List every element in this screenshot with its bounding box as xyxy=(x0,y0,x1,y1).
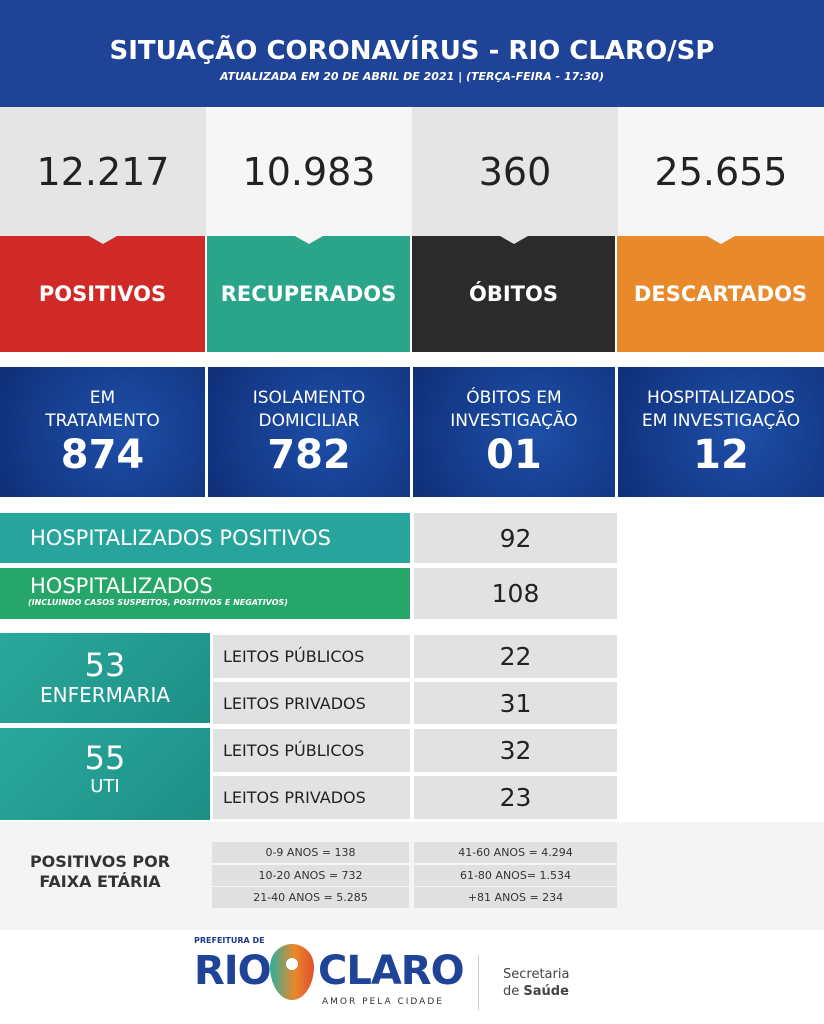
logo-claro: CLARO xyxy=(318,948,465,994)
tile-value: 874 xyxy=(60,432,145,478)
recuperados-label: RECUPERADOS xyxy=(207,236,410,352)
tile-value: 01 xyxy=(486,432,542,478)
descartados-label: DESCARTADOS xyxy=(617,236,824,352)
tile-label: EM xyxy=(89,388,116,408)
tile-em-tratamento: EM TRATAMENTO 874 xyxy=(0,367,205,497)
age-section xyxy=(0,822,824,930)
tile-label: TRATAMENTO xyxy=(45,411,160,431)
tile-isolamento: ISOLAMENTO DOMICILIAR 782 xyxy=(208,367,410,497)
update-subtitle: ATUALIZADA EM 20 DE ABRIL DE 2021 | (TER… xyxy=(220,70,604,83)
age-item: 61-80 ANOS= 1.534 xyxy=(414,865,617,886)
tile-label: EM INVESTIGAÇÃO xyxy=(641,411,801,431)
logo-rio: RIO xyxy=(194,948,272,994)
age-item: 21-40 ANOS = 5.285 xyxy=(212,887,409,908)
age-title-line: POSITIVOS POR xyxy=(29,852,171,871)
page-title: SITUAÇÃO CORONAVÍRUS - RIO CLARO/SP xyxy=(109,36,715,66)
enf-publicos-label: LEITOS PÚBLICOS xyxy=(213,635,410,678)
age-title: POSITIVOS POR FAIXA ETÁRIA xyxy=(10,852,190,892)
secretaria-text: Secretaria de Saúde xyxy=(503,966,569,1000)
tile-obitos-investigacao: ÓBITOS EM INVESTIGAÇÃO 01 xyxy=(413,367,615,497)
tile-value: 782 xyxy=(267,432,351,478)
obitos-value: 360 xyxy=(412,107,618,236)
enfermaria-label: ENFERMARIA xyxy=(39,683,171,707)
descartados-value: 25.655 xyxy=(618,107,824,236)
saude-text: Saúde xyxy=(523,984,569,999)
hosp-value: 108 xyxy=(414,568,617,619)
logo-prefeitura: PREFEITURA DE xyxy=(194,936,265,945)
hosp-positivos-value: 92 xyxy=(414,513,617,563)
tile-hospitalizados-investigacao: HOSPITALIZADOS EM INVESTIGAÇÃO 12 xyxy=(618,367,824,497)
enf-privados-value: 31 xyxy=(414,682,617,724)
uti-publicos-value: 32 xyxy=(414,729,617,772)
de-text: de xyxy=(503,984,520,999)
header: SITUAÇÃO CORONAVÍRUS - RIO CLARO/SP ATUA… xyxy=(0,0,824,107)
tile-label: ÓBITOS EM xyxy=(466,388,562,408)
uti-privados-value: 23 xyxy=(414,776,617,819)
positivos-label: POSITIVOS xyxy=(0,236,205,352)
pointer-icon xyxy=(295,236,323,244)
enf-publicos-value: 22 xyxy=(414,635,617,678)
age-item: 41-60 ANOS = 4.294 xyxy=(414,842,617,863)
uti-label: UTI xyxy=(90,776,120,797)
obitos-label: ÓBITOS xyxy=(412,236,615,352)
enfermaria-value: 53 xyxy=(84,646,126,684)
hosp-label: HOSPITALIZADOS xyxy=(30,574,213,598)
logo-slogan: AMOR PELA CIDADE xyxy=(322,997,444,1007)
pointer-icon xyxy=(707,236,735,244)
age-item: 0-9 ANOS = 138 xyxy=(212,842,409,863)
pointer-icon xyxy=(500,236,528,244)
enfermaria-block: 53 ENFERMARIA xyxy=(0,633,210,723)
uti-publicos-label: LEITOS PÚBLICOS xyxy=(213,729,410,772)
tile-label: DOMICILIAR xyxy=(258,411,360,431)
uti-block: 55 UTI xyxy=(0,728,210,820)
tile-label: HOSPITALIZADOS xyxy=(647,388,795,408)
uti-value: 55 xyxy=(84,739,126,777)
divider xyxy=(478,955,479,1010)
hosp-positivos-label: HOSPITALIZADOS POSITIVOS xyxy=(0,513,410,563)
secretaria-line: Secretaria xyxy=(503,967,570,982)
age-item: 10-20 ANOS = 732 xyxy=(212,865,409,886)
pointer-icon xyxy=(89,236,117,244)
heart-pin-icon xyxy=(270,944,314,1000)
recuperados-value: 10.983 xyxy=(206,107,412,236)
tile-label: INVESTIGAÇÃO xyxy=(450,411,578,431)
saude-line: de Saúde xyxy=(503,983,569,1000)
hosp-note: (INCLUINDO CASOS SUSPEITOS, POSITIVOS E … xyxy=(28,598,288,607)
tile-label: ISOLAMENTO xyxy=(252,388,366,408)
positivos-value: 12.217 xyxy=(0,107,206,236)
tile-value: 12 xyxy=(693,432,749,478)
enf-privados-label: LEITOS PRIVADOS xyxy=(213,682,410,724)
age-item: +81 ANOS = 234 xyxy=(414,887,617,908)
hosp-block: HOSPITALIZADOS (INCLUINDO CASOS SUSPEITO… xyxy=(0,568,410,619)
age-title-line: FAIXA ETÁRIA xyxy=(39,872,161,891)
uti-privados-label: LEITOS PRIVADOS xyxy=(213,776,410,819)
